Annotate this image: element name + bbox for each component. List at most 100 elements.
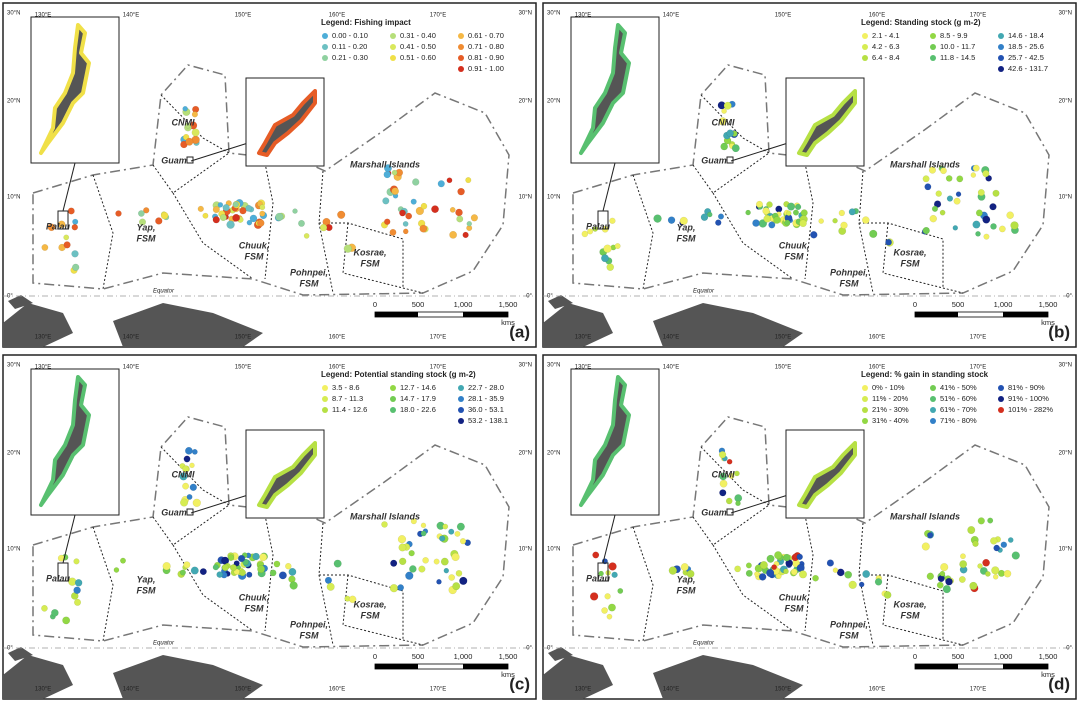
- reef-site: [929, 215, 937, 223]
- reef-site: [246, 219, 253, 226]
- reef-site: [745, 209, 751, 216]
- reef-site: [433, 558, 440, 565]
- reef-site: [446, 177, 453, 184]
- reef-site: [437, 180, 445, 188]
- legend-swatch: [458, 33, 464, 39]
- eez-boundary: [692, 504, 770, 546]
- reef-site: [832, 567, 839, 573]
- legend-label: 28.1 - 35.9: [468, 394, 504, 403]
- legend-swatch: [930, 385, 936, 391]
- legend-label: 14.7 - 17.9: [400, 394, 436, 403]
- reef-site: [927, 532, 934, 539]
- reef-site: [298, 220, 305, 227]
- lon-label: 150°E: [235, 335, 251, 341]
- eez-boundary: [804, 514, 814, 632]
- reef-site: [409, 565, 417, 573]
- reef-site: [189, 462, 195, 469]
- reef-site: [608, 562, 617, 571]
- legend-swatch: [998, 55, 1004, 61]
- legend-label: 2.1 - 4.1: [872, 31, 900, 40]
- reef-site: [343, 244, 352, 253]
- lon-label: 130°E: [35, 365, 51, 371]
- legend-swatch: [998, 44, 1004, 50]
- reef-site: [766, 554, 775, 563]
- region-label: FSM: [300, 278, 320, 288]
- reef-site: [63, 234, 70, 241]
- legend-swatch: [458, 44, 464, 50]
- reef-site: [398, 543, 407, 552]
- reef-site: [259, 553, 268, 562]
- reef-site: [945, 175, 953, 182]
- legend-label: 14.6 - 18.4: [1008, 31, 1044, 40]
- eez-boundary: [319, 222, 404, 288]
- eez-boundary: [882, 222, 964, 294]
- legend-label: 18.5 - 25.6: [1008, 42, 1044, 51]
- reef-site: [384, 164, 392, 173]
- reef-site: [787, 202, 796, 211]
- reef-site: [212, 206, 220, 214]
- reef-site: [410, 198, 417, 205]
- reef-site: [720, 142, 728, 151]
- eez-boundary: [92, 526, 114, 642]
- reef-site: [191, 111, 198, 118]
- reef-site: [389, 228, 397, 236]
- reef-site: [982, 215, 991, 224]
- reef-site: [992, 189, 1000, 197]
- scale-label: 1,000: [994, 652, 1013, 661]
- scale-bar-fill: [463, 664, 508, 669]
- reef-site: [73, 558, 80, 565]
- reef-site: [337, 210, 346, 219]
- scale-label: 500: [952, 300, 965, 309]
- reef-site: [259, 210, 266, 217]
- reef-site: [728, 472, 735, 479]
- reef-site: [862, 570, 871, 578]
- region-label: Guam: [701, 155, 727, 165]
- reef-site: [418, 565, 426, 573]
- legend-label: 0.51 - 0.60: [400, 53, 436, 62]
- eez-outline: [32, 64, 510, 296]
- reef-site: [143, 207, 150, 214]
- lat-label: 10°N: [1059, 547, 1072, 553]
- legend-swatch: [390, 396, 396, 402]
- reef-site: [245, 205, 253, 212]
- legend-swatch: [998, 396, 1004, 402]
- reef-site: [993, 544, 1000, 552]
- guam-shape: [257, 89, 317, 157]
- reef-site: [987, 517, 994, 524]
- region-label: FSM: [901, 258, 921, 268]
- reef-site: [734, 565, 741, 573]
- reef-site: [182, 106, 188, 112]
- eez-boundary: [632, 526, 654, 642]
- legend-label: 11% - 20%: [872, 394, 908, 403]
- eez-boundary: [342, 574, 424, 646]
- reef-site: [601, 254, 609, 263]
- reef-site: [419, 224, 428, 233]
- reef-site: [592, 551, 600, 559]
- legend-label: 6.4 - 8.4: [872, 53, 900, 62]
- reef-site: [786, 210, 792, 216]
- lat-label: 10°N: [547, 195, 560, 201]
- eez-boundary: [152, 152, 230, 194]
- region-label: FSM: [840, 278, 860, 288]
- scale-unit: kms: [501, 318, 515, 327]
- legend-label: 0.11 - 0.20: [332, 42, 367, 51]
- reef-site: [686, 569, 695, 578]
- reef-site: [470, 214, 478, 222]
- reef-site: [970, 172, 977, 178]
- reef-site: [191, 128, 200, 137]
- reef-site: [229, 564, 237, 572]
- reef-site: [952, 225, 958, 231]
- reef-site: [745, 562, 752, 569]
- region-label: FSM: [840, 630, 860, 640]
- reef-site: [606, 263, 614, 271]
- reef-site: [836, 568, 845, 577]
- reef-site: [391, 169, 398, 176]
- legend-label: 0.00 - 0.10: [332, 31, 368, 40]
- reef-site: [288, 568, 297, 576]
- region-label: Guam: [161, 507, 187, 517]
- reef-site: [462, 231, 469, 239]
- reef-site: [63, 241, 71, 249]
- legend-swatch: [390, 55, 396, 61]
- scale-unit: kms: [501, 670, 515, 679]
- reef-site: [972, 540, 979, 547]
